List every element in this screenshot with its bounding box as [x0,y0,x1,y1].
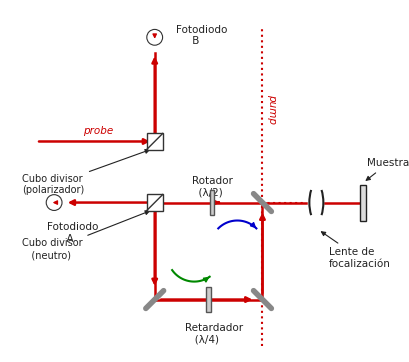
Bar [209,190,214,215]
Circle shape [46,195,62,210]
Circle shape [146,29,162,45]
Text: Rotador
  (λ/2): Rotador (λ/2) [192,176,233,197]
Bar [359,185,365,220]
Text: Lente de
focalización: Lente de focalización [321,232,390,269]
Bar [146,134,162,150]
Text: Muestra: Muestra [365,159,408,180]
Text: probe: probe [83,126,113,136]
Text: Cubo divisor
   (neutro): Cubo divisor (neutro) [22,211,149,260]
Bar [206,287,210,312]
Text: Fotodiodo
     B: Fotodiodo B [176,25,227,46]
Text: Fotodiodo
      A: Fotodiodo A [47,222,98,244]
Text: pump: pump [266,94,276,124]
Bar [146,194,162,211]
Text: Cubo divisor
(polarizador): Cubo divisor (polarizador) [22,150,149,195]
Text: Retardador
   (λ/4): Retardador (λ/4) [185,323,243,345]
